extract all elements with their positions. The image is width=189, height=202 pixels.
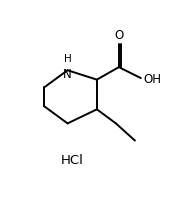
Text: H: H xyxy=(64,54,71,64)
Text: O: O xyxy=(114,28,123,41)
Text: OH: OH xyxy=(143,73,161,86)
Text: N: N xyxy=(63,67,72,80)
Text: HCl: HCl xyxy=(60,153,83,166)
